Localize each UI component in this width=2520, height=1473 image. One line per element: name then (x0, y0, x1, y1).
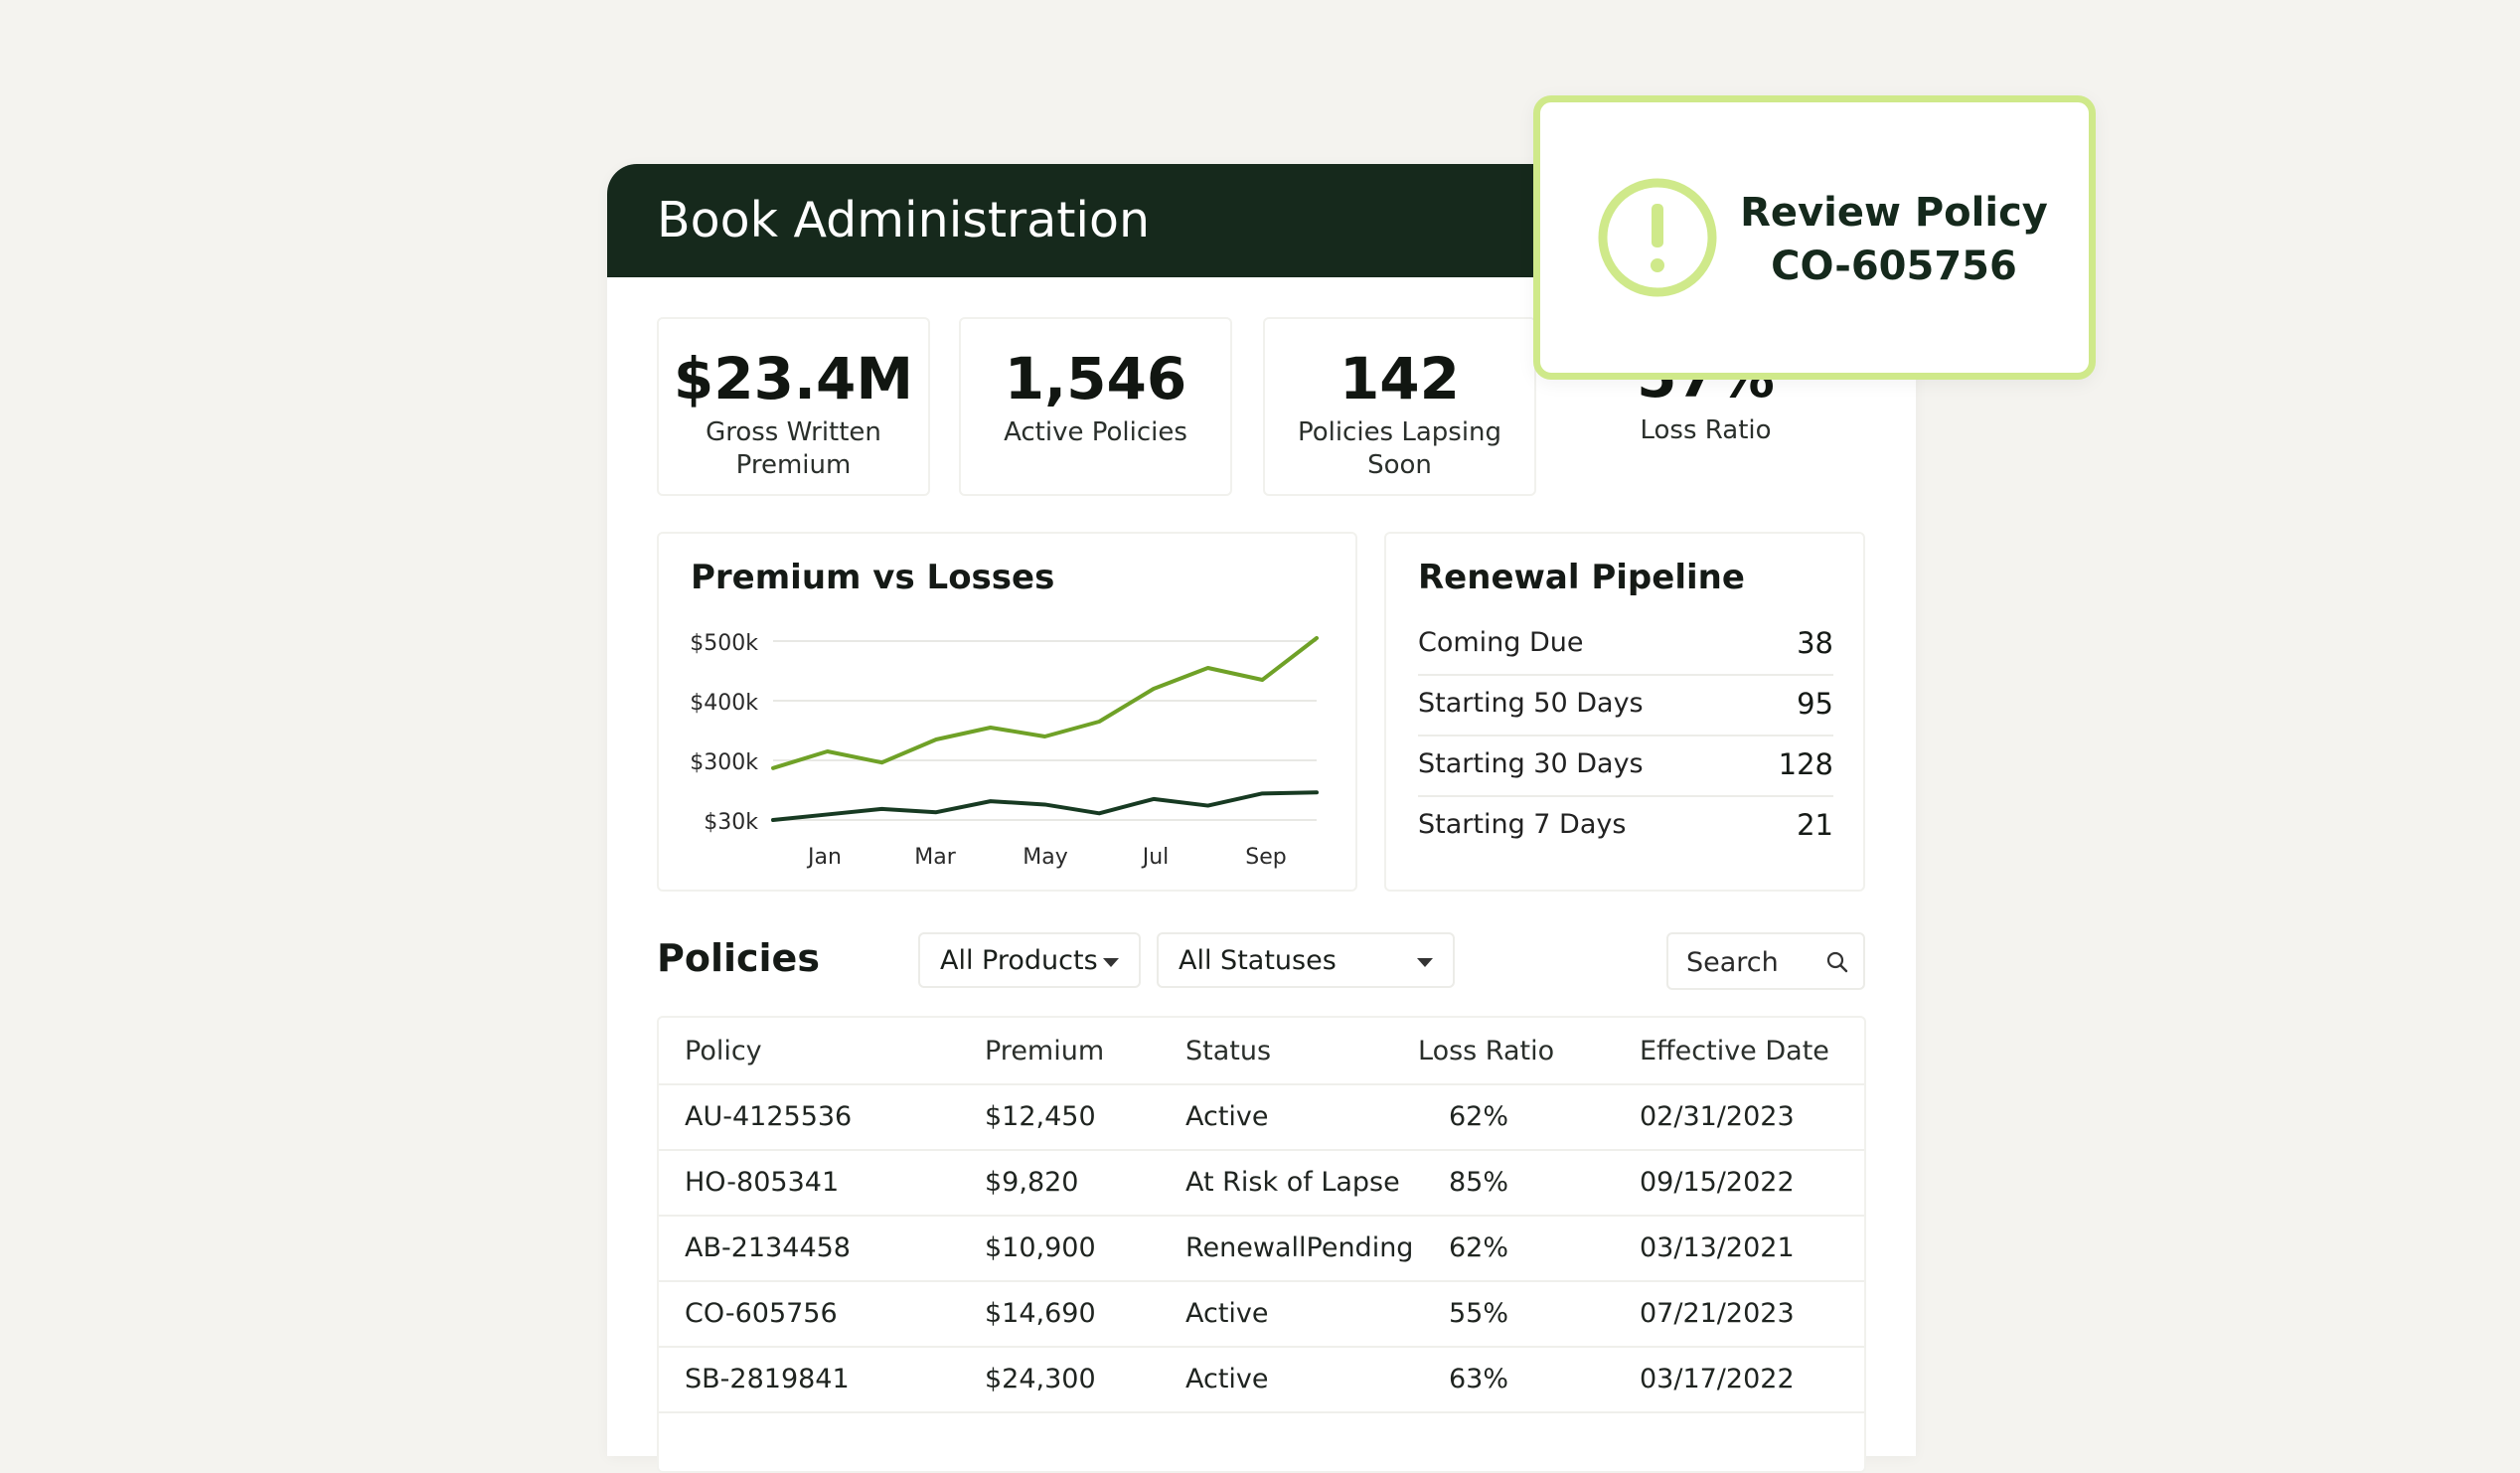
pipeline-row-count: 128 (1778, 747, 1833, 781)
kpi-card-policies-lapsing-soon[interactable]: 142 Policies Lapsing Soon (1263, 317, 1536, 496)
x-tick-label: Mar (914, 845, 956, 870)
alert-policy-id: CO-605756 (1771, 244, 2017, 289)
cell-loss-ratio: 85% (1449, 1167, 1509, 1198)
kpi-label: Loss Ratio (1640, 415, 1772, 445)
column-header-effective-date[interactable]: Effective Date (1640, 1036, 1829, 1066)
series-line-premium (771, 636, 1319, 770)
renewal-pipeline-card: Renewal Pipeline Coming Due 38 Starting … (1384, 532, 1865, 892)
cell-loss-ratio: 62% (1449, 1101, 1509, 1132)
cell-premium: $9,820 (985, 1167, 1079, 1198)
column-header-status[interactable]: Status (1185, 1036, 1272, 1066)
x-tick-label: May (1023, 845, 1067, 870)
pipeline-row-label: Starting 7 Days (1418, 809, 1627, 840)
policies-title: Policies (657, 936, 820, 980)
review-policy-alert[interactable]: Review Policy CO-605756 (1533, 95, 2096, 380)
premium-vs-losses-chart-card: Premium vs Losses $500k $400k $300k $30k Jan… (657, 532, 1357, 892)
product-filter-dropdown[interactable]: All Products (918, 932, 1141, 988)
table-row[interactable]: AU-4125536 $12,450 Active 62% 02/31/2023 (659, 1083, 1864, 1151)
page-title: Book Administration (657, 192, 1151, 248)
x-tick-label: Jul (1141, 845, 1170, 870)
pipeline-row-label: Starting 30 Days (1418, 748, 1644, 779)
kpi-value: $23.4M (673, 345, 914, 412)
kpi-label: Gross Written Premium (706, 417, 881, 480)
cell-policy: AB-2134458 (685, 1232, 851, 1263)
cell-status: At Risk of Lapse (1185, 1167, 1400, 1198)
kpi-card-gross-written-premium[interactable]: $23.4M Gross Written Premium (657, 317, 930, 496)
kpi-card-active-policies[interactable]: 1,546 Active Policies (959, 317, 1232, 496)
search-input[interactable] (1684, 944, 1817, 980)
chevron-down-icon (1417, 958, 1433, 967)
kpi-label: Active Policies (1004, 417, 1187, 447)
table-row[interactable]: CO-605756 $14,690 Active 55% 07/21/2023 (659, 1280, 1864, 1348)
cell-status: RenewallPending (1185, 1232, 1414, 1263)
cell-loss-ratio: 55% (1449, 1298, 1509, 1329)
kpi-value: 1,546 (1004, 345, 1187, 412)
x-tick-label: Jan (806, 845, 842, 870)
pipeline-row-count: 21 (1797, 808, 1833, 842)
policies-table: Policy Premium Status Loss Ratio Effecti… (657, 1016, 1866, 1473)
product-filter-value: All Products (940, 945, 1098, 976)
table-header-row: Policy Premium Status Loss Ratio Effecti… (659, 1018, 1864, 1085)
status-filter-dropdown[interactable]: All Statuses (1157, 932, 1455, 988)
cell-premium: $10,900 (985, 1232, 1096, 1263)
cell-status: Active (1185, 1364, 1269, 1394)
cell-policy: AU-4125536 (685, 1101, 853, 1132)
cell-loss-ratio: 63% (1449, 1364, 1509, 1394)
y-tick-label: $30k (704, 810, 758, 835)
kpi-value: 142 (1339, 345, 1461, 412)
pipeline-row-starting-50-days[interactable]: Starting 50 Days 95 (1418, 674, 1833, 736)
table-row[interactable]: HO-805341 $9,820 At Risk of Lapse 85% 09… (659, 1149, 1864, 1217)
cell-policy: SB-2819841 (685, 1364, 850, 1394)
search-icon[interactable] (1825, 950, 1849, 974)
kpi-label: Policies Lapsing Soon (1297, 417, 1502, 480)
pipeline-row-label: Starting 50 Days (1418, 688, 1644, 719)
chart-title: Premium vs Losses (691, 558, 1055, 597)
cell-policy: HO-805341 (685, 1167, 840, 1198)
premium-vs-losses-chart: $500k $400k $300k $30k Jan Mar May Jul Sep (690, 631, 1319, 870)
column-header-loss-ratio[interactable]: Loss Ratio (1418, 1036, 1555, 1066)
pipeline-row-starting-7-days[interactable]: Starting 7 Days 21 (1418, 795, 1833, 856)
y-tick-label: $500k (690, 631, 758, 656)
exclamation-circle-icon (1598, 178, 1717, 297)
chevron-down-icon (1103, 958, 1119, 967)
column-header-policy[interactable]: Policy (685, 1036, 762, 1066)
cell-effective-date: 03/17/2022 (1640, 1364, 1795, 1394)
cell-effective-date: 03/13/2021 (1640, 1232, 1795, 1263)
pipeline-title: Renewal Pipeline (1418, 558, 1745, 597)
pipeline-row-coming-due[interactable]: Coming Due 38 (1418, 613, 1833, 676)
pipeline-row-label: Coming Due (1418, 627, 1584, 658)
policy-search-box[interactable] (1666, 932, 1865, 990)
status-filter-value: All Statuses (1179, 945, 1337, 976)
cell-effective-date: 09/15/2022 (1640, 1167, 1795, 1198)
table-row[interactable]: SB-2819841 $24,300 Active 63% 03/17/2022 (659, 1346, 1864, 1413)
table-row[interactable]: AB-2134458 $10,900 RenewallPending 62% 0… (659, 1215, 1864, 1282)
pipeline-row-count: 95 (1797, 687, 1833, 721)
cell-loss-ratio: 62% (1449, 1232, 1509, 1263)
y-tick-label: $400k (690, 691, 758, 716)
cell-effective-date: 02/31/2023 (1640, 1101, 1795, 1132)
cell-effective-date: 07/21/2023 (1640, 1298, 1795, 1329)
cell-premium: $12,450 (985, 1101, 1096, 1132)
cell-premium: $14,690 (985, 1298, 1096, 1329)
pipeline-row-starting-30-days[interactable]: Starting 30 Days 128 (1418, 735, 1833, 797)
x-tick-label: Sep (1245, 845, 1286, 870)
y-tick-label: $300k (690, 750, 758, 775)
cell-status: Active (1185, 1298, 1269, 1329)
alert-title: Review Policy (1740, 190, 2048, 236)
pipeline-row-count: 38 (1797, 626, 1833, 660)
cell-status: Active (1185, 1101, 1269, 1132)
series-line-losses (771, 790, 1319, 822)
cell-premium: $24,300 (985, 1364, 1096, 1394)
column-header-premium[interactable]: Premium (985, 1036, 1105, 1066)
cell-policy: CO-605756 (685, 1298, 838, 1329)
